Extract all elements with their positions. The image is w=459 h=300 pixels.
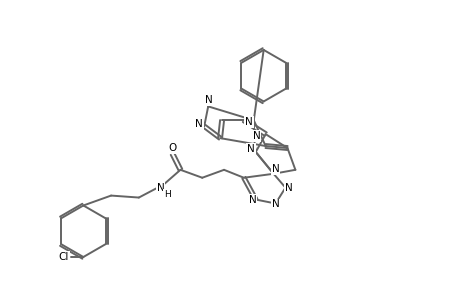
Text: N: N [284, 183, 291, 193]
Text: N: N [252, 131, 260, 141]
Text: N: N [157, 183, 164, 193]
Text: N: N [244, 117, 252, 127]
Text: Cl: Cl [58, 252, 68, 262]
Text: N: N [248, 194, 256, 205]
Text: N: N [205, 95, 213, 106]
Text: N: N [246, 144, 254, 154]
Text: N: N [195, 119, 203, 129]
Text: N: N [271, 200, 279, 209]
Text: N: N [271, 164, 279, 174]
Text: H: H [164, 190, 171, 199]
Text: O: O [168, 143, 176, 153]
